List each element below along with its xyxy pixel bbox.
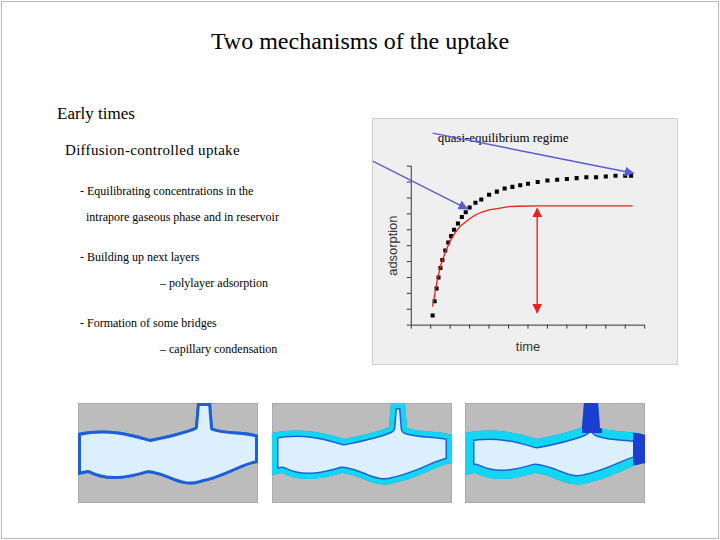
svg-text:quasi-equilibrium regime: quasi-equilibrium regime [438, 130, 569, 145]
html-text:Early times: Early times [57, 104, 135, 123]
html-text:– polylayer adsorption: – polylayer adsorption [160, 276, 268, 290]
html-text:- Building up next layers: - Building up next layers [80, 250, 200, 264]
svg-text:adsorption: adsorption [385, 216, 400, 276]
html-text:Diffusion-controlled uptake: Diffusion-controlled uptake [65, 142, 240, 158]
html-text:intrapore gaseous phase and in: intrapore gaseous phase and in reservoir [86, 210, 279, 224]
html-text:- Equilibrating concentrations: - Equilibrating concentrations in the [80, 184, 254, 198]
html-text:– capillary condensation: – capillary condensation [160, 342, 278, 356]
svg-text:time: time [516, 339, 540, 354]
html-text:- Formation of some bridges: - Formation of some bridges [80, 316, 217, 330]
html-text:Two mechanisms of the uptake: Two mechanisms of the uptake [210, 28, 510, 54]
